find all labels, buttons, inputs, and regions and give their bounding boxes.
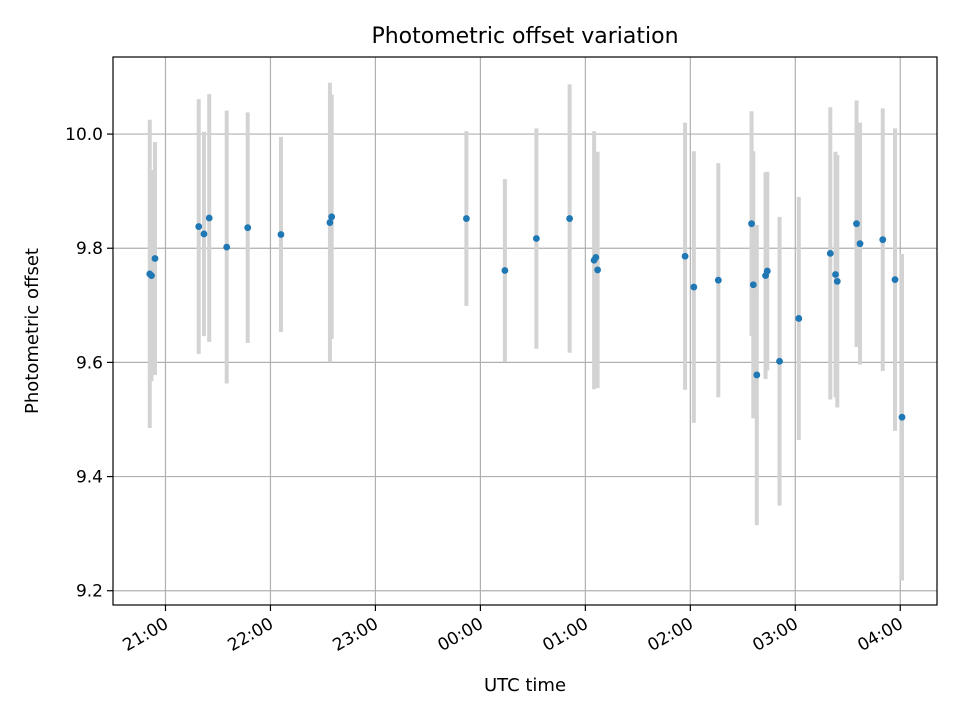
data-point [501,267,509,274]
data-point [763,267,771,275]
data-point [753,371,761,379]
y-tick-label: 10.0 [65,125,103,145]
data-point [681,252,689,260]
y-tick-label: 9.2 [76,582,103,602]
data-point [853,220,860,228]
data-point [832,271,839,278]
data-point [328,213,336,221]
point-layer [146,213,906,421]
data-point [566,215,574,222]
data-point [879,236,887,244]
data-point [891,276,899,284]
data-point [776,357,783,365]
x-axis-label: UTC time [484,675,566,696]
chart-title: Photometric offset variation [371,24,678,49]
data-point [833,277,841,285]
data-point [462,215,470,222]
data-point [200,230,208,238]
data-point [244,224,252,232]
data-point [195,223,203,230]
data-point [594,266,602,274]
data-point [749,281,757,289]
data-point [326,219,334,226]
data-point [714,276,722,284]
data-point [205,214,213,222]
data-point [826,249,834,257]
y-tick-label: 9.4 [76,468,103,488]
data-point [690,283,698,291]
y-axis-ticks: 9.2 9.4 9.6 9.8 10.0 [65,125,113,602]
plot-frame [112,56,938,606]
data-point [898,413,906,421]
data-point [795,315,803,322]
data-point [748,220,755,228]
y-axis-label: Photometric offset [22,248,43,414]
data-point [532,235,540,242]
data-point [277,231,285,238]
data-point [223,243,231,251]
data-point [151,255,159,262]
data-point [856,240,864,248]
data-point [148,272,155,280]
y-tick-label: 9.8 [76,239,103,259]
y-tick-label: 9.6 [76,353,103,373]
data-point [592,253,600,261]
